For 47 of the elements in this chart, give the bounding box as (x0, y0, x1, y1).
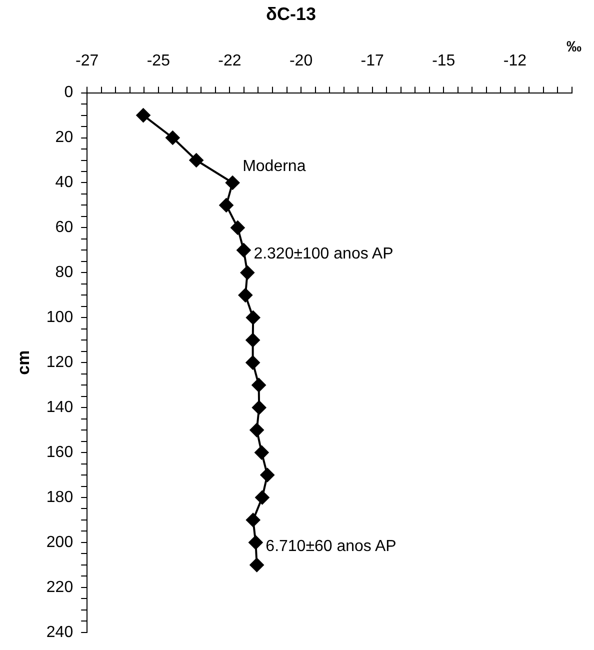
y-tick-label: 100 (46, 309, 74, 326)
y-axis-title: cm (14, 350, 33, 375)
point (260, 468, 274, 482)
y-tick-label: 80 (55, 264, 74, 282)
point (246, 512, 260, 527)
x-tick-label: -12 (503, 52, 527, 70)
point (189, 153, 204, 168)
x-axis-title: ‰ (566, 38, 582, 56)
point (252, 378, 266, 392)
point (246, 356, 260, 370)
x-tick-label: -22 (218, 52, 242, 70)
y-tick-label: 120 (46, 354, 74, 372)
y-tick-label: 220 (46, 578, 74, 596)
point (250, 423, 264, 438)
point (219, 198, 234, 212)
x-tick-label: -15 (432, 52, 456, 70)
point (248, 535, 263, 550)
y-tick-label: 40 (55, 174, 74, 192)
y-tick-label: 60 (55, 219, 74, 236)
point (230, 220, 245, 235)
point (136, 108, 150, 122)
point (166, 130, 180, 145)
y-tick-label: 180 (46, 488, 74, 506)
x-tick-label: -27 (76, 52, 99, 70)
y-tick-label: 200 (46, 534, 74, 551)
x-tick-label: -17 (360, 52, 384, 70)
y-tick-label: 20 (55, 129, 74, 146)
annotation: 2.320±100 anos AP (254, 246, 394, 263)
chart-title: δC-13 (266, 4, 316, 24)
point (246, 310, 260, 325)
y-tick-label: 0 (64, 84, 74, 102)
point (252, 400, 266, 415)
point (226, 176, 240, 190)
x-tick-label: -20 (289, 52, 313, 70)
point (255, 490, 270, 504)
point (250, 558, 264, 572)
point (254, 446, 269, 460)
point (240, 266, 254, 280)
x-tick-label: -25 (146, 52, 170, 70)
point (236, 243, 251, 258)
annotation: 6.710±60 anos AP (266, 538, 396, 555)
y-tick-label: 160 (46, 444, 74, 461)
point (246, 333, 260, 348)
y-tick-label: 240 (46, 624, 74, 641)
annotation: Moderna (242, 158, 306, 176)
point (238, 288, 252, 302)
y-tick-label: 140 (46, 398, 74, 416)
